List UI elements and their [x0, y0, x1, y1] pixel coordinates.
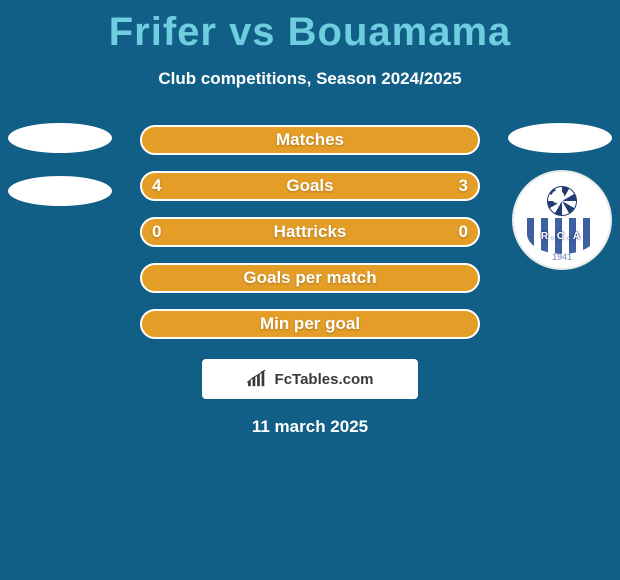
stat-row-goals: 4 Goals 3 — [140, 171, 480, 201]
stat-label: Goals — [140, 171, 480, 201]
stat-row-matches: Matches — [140, 125, 480, 155]
subtitle: Club competitions, Season 2024/2025 — [0, 69, 620, 89]
brand-label: FcTables.com — [275, 371, 374, 388]
stat-label: Min per goal — [140, 309, 480, 339]
page-title: Frifer vs Bouamama — [0, 0, 620, 55]
stat-label: Hattricks — [140, 217, 480, 247]
stat-row-mpg: Min per goal — [140, 309, 480, 339]
bar-chart-icon — [247, 370, 269, 388]
stat-label: Matches — [140, 125, 480, 155]
date-label: 11 march 2025 — [0, 417, 620, 437]
stat-label: Goals per match — [140, 263, 480, 293]
stat-right-value: 3 — [459, 171, 468, 201]
brand-card: FcTables.com — [202, 359, 418, 399]
stat-right-value: 0 — [459, 217, 468, 247]
stat-row-hattricks: 0 Hattricks 0 — [140, 217, 480, 247]
stat-row-gpm: Goals per match — [140, 263, 480, 293]
stats-container: Matches 4 Goals 3 0 Hattricks 0 Goals pe… — [0, 125, 620, 339]
